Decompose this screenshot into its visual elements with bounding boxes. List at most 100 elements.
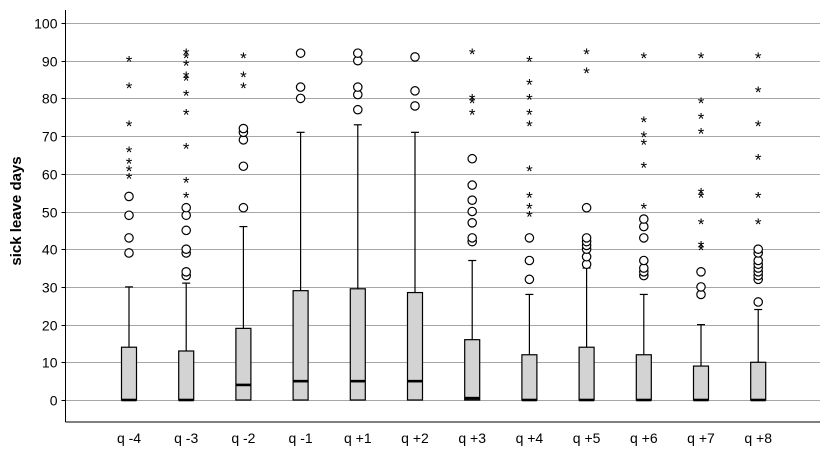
y-tick-label: 60 <box>42 167 58 183</box>
extreme-asterisk: * <box>183 105 190 124</box>
extreme-asterisk: * <box>183 87 190 106</box>
extreme-asterisk: * <box>126 53 133 72</box>
box-iqr <box>464 339 481 401</box>
outlier-circle <box>124 191 134 202</box>
extreme-asterisk: * <box>183 68 190 87</box>
outlier-circle <box>352 48 363 58</box>
outlier-circle <box>638 214 649 224</box>
extreme-asterisk: * <box>183 56 190 75</box>
y-tick-label: 50 <box>42 205 58 221</box>
box-group <box>406 52 424 401</box>
extreme-asterisk: * <box>698 109 705 128</box>
extreme-asterisk: * <box>126 162 133 181</box>
extreme-asterisk: * <box>755 49 762 68</box>
outlier-circle <box>238 123 249 134</box>
x-tick-label: q -3 <box>174 430 198 446</box>
box-iqr <box>292 290 309 401</box>
extreme-asterisk: * <box>698 241 705 260</box>
outlier-circle <box>753 244 763 254</box>
outlier-circle <box>295 48 306 58</box>
box-group: ****** <box>750 49 767 402</box>
outlier-circle <box>352 82 363 92</box>
extreme-asterisk: * <box>126 79 133 98</box>
outlier-circle <box>696 267 706 277</box>
y-tick-label: 100 <box>34 16 58 32</box>
extreme-asterisk: * <box>640 113 647 132</box>
extreme-asterisk: * <box>469 45 476 64</box>
box-iqr <box>750 361 767 401</box>
extreme-asterisk: * <box>640 136 647 155</box>
outlier-circle <box>295 82 306 92</box>
outlier-circle <box>238 202 249 213</box>
outlier-circle <box>238 161 249 172</box>
extreme-asterisk: * <box>126 154 133 173</box>
extreme-asterisk: * <box>240 79 247 98</box>
box-group: ********* <box>692 49 710 402</box>
extreme-asterisk: * <box>183 72 190 91</box>
extreme-asterisk: * <box>526 105 533 124</box>
x-tick-label: q -4 <box>117 430 141 446</box>
box-group: ****** <box>635 49 652 402</box>
outlier-circle <box>181 225 191 236</box>
extreme-asterisk: * <box>640 128 647 147</box>
extreme-asterisk: * <box>469 94 476 113</box>
box-group: ** <box>578 45 595 402</box>
extreme-asterisk: * <box>526 200 533 219</box>
outlier-circle <box>638 233 649 243</box>
outlier-circle <box>467 206 477 217</box>
outlier-circle <box>181 244 191 254</box>
tick-labels: 0 10 20 30 40 50 60 70 80 90 100 q -4 q -3 q -2 q -1 q … <box>34 16 772 447</box>
y-tick-label: 80 <box>42 91 58 107</box>
extreme-asterisk: * <box>698 237 705 256</box>
outlier-circle <box>581 202 592 213</box>
x-tick-label: q -1 <box>289 430 313 446</box>
extreme-asterisk: * <box>526 53 533 72</box>
extreme-asterisk: * <box>126 143 133 162</box>
outlier-circle <box>124 233 134 243</box>
extreme-asterisk: * <box>526 162 533 181</box>
gridlines <box>61 23 820 401</box>
outlier-circle <box>524 233 535 243</box>
x-tick-label: q +1 <box>344 430 372 446</box>
extreme-asterisk: * <box>698 124 705 143</box>
extreme-asterisk: * <box>583 45 590 64</box>
box-iqr <box>235 327 252 401</box>
extreme-asterisk: * <box>526 75 533 94</box>
y-tick-label: 90 <box>42 54 58 70</box>
box-iqr <box>692 365 710 401</box>
outlier-circle <box>696 282 706 292</box>
extreme-asterisk: * <box>183 45 190 64</box>
outlier-circle <box>124 210 134 221</box>
extreme-asterisk: * <box>640 158 647 177</box>
extreme-asterisk: * <box>698 49 705 68</box>
y-tick-label: 40 <box>42 242 58 258</box>
x-tick-label: q +4 <box>516 430 544 446</box>
extreme-asterisk: * <box>526 90 533 109</box>
y-tick-label: 30 <box>42 280 58 296</box>
outlier-circle <box>467 195 477 205</box>
outlier-circle <box>467 180 477 190</box>
extreme-asterisk: * <box>640 200 647 219</box>
outlier-circle <box>638 255 649 266</box>
x-tick-label: q +7 <box>687 430 715 446</box>
box-group: ******* <box>120 53 138 402</box>
outlier-circle <box>410 86 420 96</box>
box-group: ********** <box>178 45 195 402</box>
box-group: *** <box>235 49 252 401</box>
y-tick-label: 70 <box>42 129 58 145</box>
extreme-asterisk: * <box>698 185 705 204</box>
extreme-asterisk: * <box>526 207 533 226</box>
box-iqr <box>349 288 366 401</box>
extreme-asterisk: * <box>698 188 705 207</box>
outlier-circle <box>410 101 420 111</box>
boxes: ****************************************… <box>120 45 767 402</box>
extreme-asterisk: * <box>240 68 247 87</box>
extreme-asterisk: * <box>755 83 762 102</box>
extreme-asterisk: * <box>698 215 705 234</box>
outlier-circle <box>410 52 420 62</box>
box-iqr <box>120 346 138 401</box>
outlier-circle <box>524 274 535 285</box>
box-group <box>292 48 309 401</box>
extreme-asterisk: * <box>526 117 533 136</box>
box-group <box>349 48 366 401</box>
